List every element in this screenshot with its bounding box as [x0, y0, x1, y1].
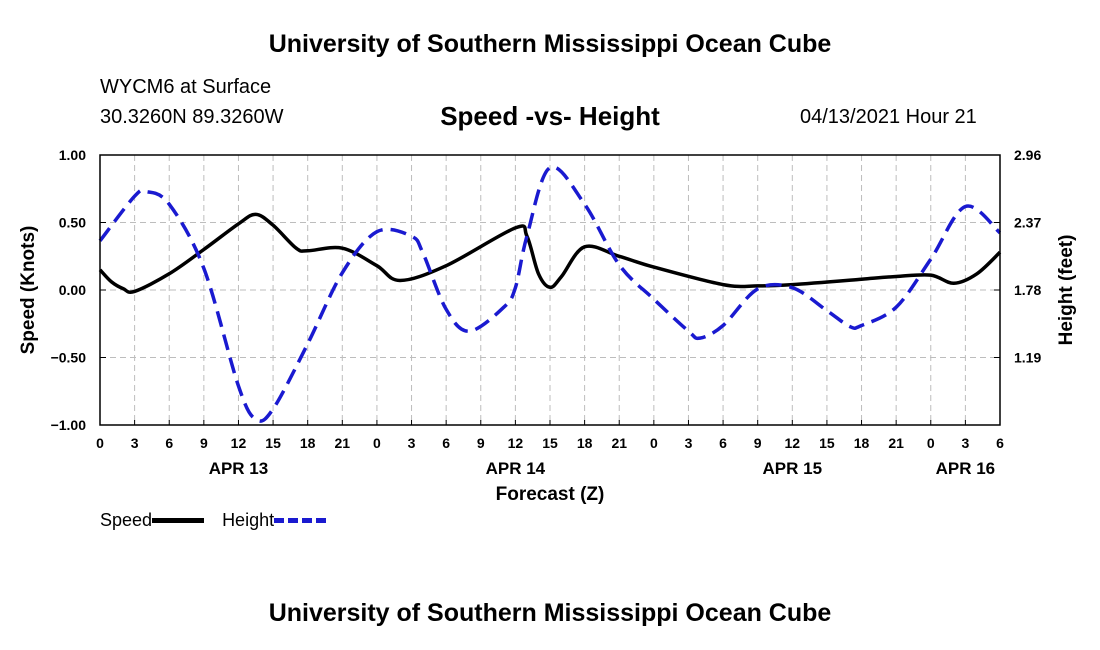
y-tick-label-left: 0.50 [59, 215, 86, 231]
x-tick-label: 0 [96, 435, 104, 451]
y-tick-label-left: 0.00 [59, 282, 86, 298]
x-tick-label: 0 [650, 435, 658, 451]
x-tick-label: 9 [200, 435, 208, 451]
legend-speed-label: Speed [100, 509, 153, 530]
x-tick-label: 3 [961, 435, 969, 451]
x-tick-label: 18 [300, 435, 316, 451]
y-tick-label-left: −1.00 [51, 417, 87, 433]
date-label: APR 14 [486, 459, 546, 478]
x-tick-label: 12 [508, 435, 524, 451]
coordinates-label: 30.3260N 89.3260W [100, 106, 284, 128]
y-tick-label-right: 1.78 [1014, 282, 1041, 298]
legend-speed-swatch [152, 517, 205, 523]
x-tick-label: 18 [854, 435, 870, 451]
legend: Speed Height [100, 508, 344, 532]
x-tick-label: 6 [719, 435, 727, 451]
x-tick-label: 3 [685, 435, 693, 451]
x-tick-label: 15 [819, 435, 835, 451]
y-tick-label-right: 2.96 [1014, 147, 1041, 163]
page-title: University of Southern Mississippi Ocean… [268, 30, 832, 58]
y-axis-label-right: Height (feet) [1056, 235, 1077, 346]
x-axis-label: Forecast (Z) [496, 484, 605, 505]
x-tick-label: 12 [231, 435, 247, 451]
legend-height-label: Height [222, 509, 275, 530]
x-tick-label: 12 [785, 435, 801, 451]
y-tick-label-right: 2.37 [1014, 215, 1041, 231]
series-lines [98, 165, 1002, 423]
x-tick-label: 6 [442, 435, 450, 451]
forecast-timestamp: 04/13/2021 Hour 21 [800, 106, 977, 128]
x-tick-label: 0 [927, 435, 935, 451]
y-tick-label-left: 1.00 [59, 147, 86, 163]
x-tick-label: 6 [996, 435, 1004, 451]
x-tick-label: 21 [611, 435, 627, 451]
y-tick-label-right: 1.19 [1014, 350, 1041, 366]
series-line-speed [98, 212, 1002, 294]
date-label: APR 15 [763, 459, 823, 478]
x-tick-label: 18 [577, 435, 593, 451]
footer-title: University of Southern Mississippi Ocean… [268, 599, 832, 627]
x-tick-label: 0 [373, 435, 381, 451]
series-line-height [98, 165, 1002, 423]
x-tick-label: 15 [265, 435, 281, 451]
x-tick-label: 3 [408, 435, 416, 451]
station-label: WYCM6 at Surface [100, 76, 272, 98]
x-tick-label: 6 [165, 435, 173, 451]
x-tick-label: 9 [477, 435, 485, 451]
x-tick-label: 3 [131, 435, 139, 451]
date-label: APR 13 [209, 459, 269, 478]
x-tick-label: 21 [335, 435, 351, 451]
chart-title: Speed -vs- Height [440, 101, 660, 131]
y-tick-label-left: −0.50 [51, 350, 87, 366]
date-label: APR 16 [936, 459, 996, 478]
legend-height-swatch [274, 517, 327, 523]
y-axis-label-left: Speed (Knots) [18, 226, 39, 355]
grid-lines [100, 155, 1000, 425]
x-tick-label: 9 [754, 435, 762, 451]
x-tick-label: 15 [542, 435, 558, 451]
x-tick-label: 21 [888, 435, 904, 451]
axes: 0 3 6 9 12 15 18 21 0 3 6 9 12 15 18 21 0 3 6 9 12 15 18 21 0 3 6 1… [51, 147, 1042, 478]
